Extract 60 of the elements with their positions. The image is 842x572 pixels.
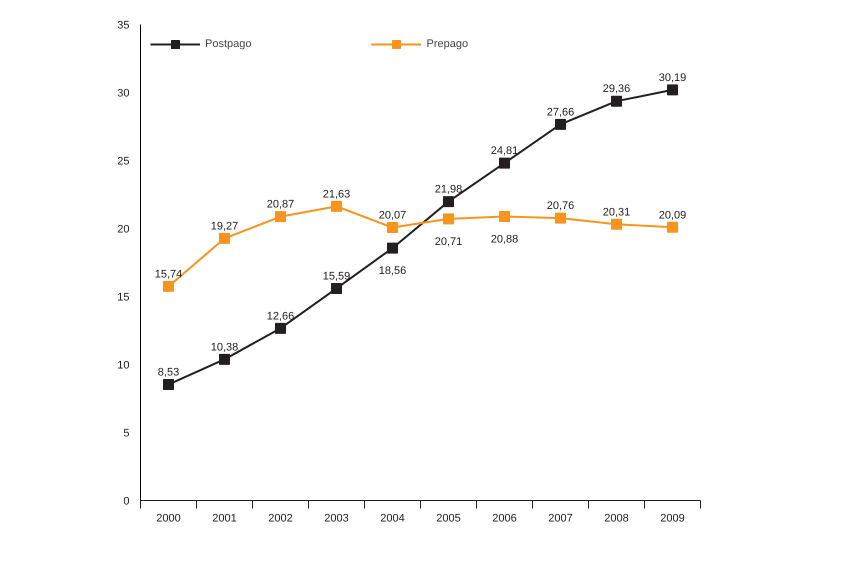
point [387,222,398,234]
point [499,211,510,222]
data-label: 15,74 [154,268,182,280]
point [667,222,678,233]
data-label: 20,07 [378,210,406,222]
point [331,282,342,294]
data-label: 27,66 [546,106,574,118]
x-tick-label: 2009 [660,512,685,524]
data-label: 15,59 [322,270,350,282]
y-tick-label: 35 [117,20,130,32]
data-label: 24,81 [490,145,518,158]
y-tick-label: 5 [123,428,130,440]
y-tick-label: 10 [117,360,130,372]
data-label: 12,66 [266,310,294,322]
x-tick-label: 2002 [268,512,293,524]
data-label: 20,71 [434,236,462,248]
point [275,211,286,222]
point [611,96,622,107]
point [219,232,230,244]
point [275,322,286,334]
legend-label: Prepago [426,38,468,50]
data-label: 20,09 [658,209,686,222]
x-tick-label: 2005 [436,512,461,524]
data-label: 21,63 [322,188,350,200]
data-label: 19,27 [210,220,238,232]
x-tick-label: 2000 [156,512,181,524]
data-label: 10,38 [210,341,238,354]
data-label: 20,31 [602,206,630,218]
y-tick-label: 20 [117,224,130,236]
point [499,158,510,169]
x-tick-label: 2008 [604,512,629,524]
x-tick-label: 2001 [212,512,237,524]
y-tick-label: 0 [123,496,130,508]
point [387,242,398,254]
data-label: 20,88 [490,234,518,246]
point [555,212,566,224]
y-tick-label: 25 [117,156,130,168]
data-label: 29,36 [602,83,630,96]
x-tick-label: 2006 [492,512,517,524]
point [219,354,230,365]
point [163,280,174,292]
data-label: 20,76 [546,200,574,212]
data-label: 21,98 [434,184,462,196]
data-label: 30,19 [658,72,686,84]
y-tick-label: 15 [117,292,130,304]
legend-label: Postpago [205,38,252,50]
data-label: 18,56 [378,265,406,278]
x-tick-label: 2004 [380,512,405,524]
data-label: 20,87 [266,198,294,211]
point [611,218,622,230]
point [163,378,174,390]
point [443,213,454,224]
x-tick-label: 2007 [548,512,573,524]
data-label: 8,53 [158,366,180,378]
point [443,196,454,208]
point [331,200,342,212]
y-tick-label: 30 [117,88,130,100]
point [667,84,678,96]
point [555,118,566,130]
x-tick-label: 2003 [324,512,349,524]
